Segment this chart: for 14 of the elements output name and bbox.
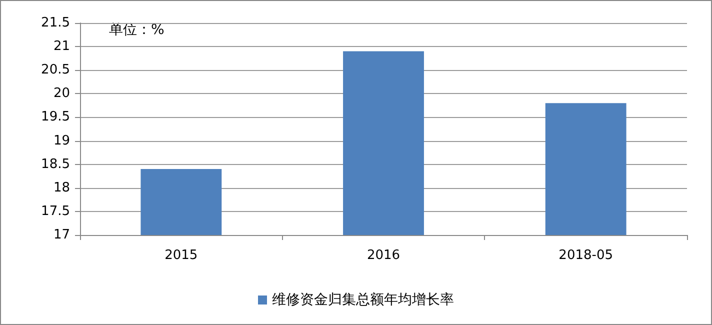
y-tick-label: 20.5: [41, 62, 70, 78]
y-tick-label: 21: [53, 39, 70, 54]
x-tick-label: 2015: [164, 248, 198, 263]
y-tick-label: 21.5: [41, 16, 70, 30]
y-tick-label: 17: [53, 228, 70, 242]
y-tick-label: 19.5: [41, 110, 70, 125]
y-tick-label: 20: [53, 86, 70, 102]
y-tick-label: 19: [53, 133, 70, 148]
x-tick-label: 2018-05: [558, 248, 613, 263]
y-tick-label: 18: [53, 180, 70, 196]
y-tick-label: 18.5: [41, 156, 70, 172]
y-tick-label: 17.5: [41, 204, 70, 219]
legend-label: 维修资金归集总额年均增长率: [272, 292, 454, 308]
x-tick-label: 2016: [366, 248, 400, 263]
